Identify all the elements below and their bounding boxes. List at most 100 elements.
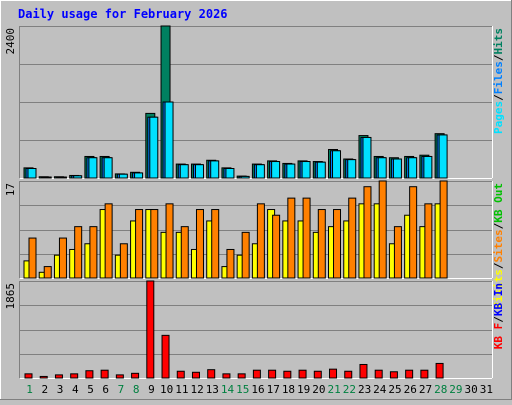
visits-max-label: 17 — [4, 183, 17, 196]
sites-bar — [333, 209, 342, 279]
kbytes-plot-area — [20, 281, 492, 378]
kbytes-bar — [24, 373, 33, 379]
hits-legend-entry: / — [492, 54, 505, 61]
kbytes-bar — [39, 375, 48, 379]
hits-legend: Pages/Files/Hits — [492, 28, 505, 134]
x-tick-label: 24 — [373, 383, 387, 396]
x-tick-label: 14 — [221, 383, 235, 396]
sites-bar — [439, 180, 448, 279]
pages-bar — [301, 161, 311, 179]
pages-bar — [103, 157, 113, 179]
sites-bar — [287, 197, 296, 279]
kbytes-bar — [283, 370, 292, 379]
kbytes-bar — [374, 369, 383, 379]
kbytes-bar — [54, 374, 63, 379]
x-tick-label: 3 — [57, 383, 64, 396]
sites-bar — [363, 186, 372, 279]
kbytes-bar — [70, 373, 79, 379]
sites-bar — [165, 203, 174, 279]
x-tick-label: 19 — [297, 383, 310, 396]
x-tick-label: 26 — [404, 383, 417, 396]
sites-bar — [241, 231, 250, 279]
pages-bar — [88, 157, 98, 179]
pages-bar — [134, 172, 144, 179]
hits-legend-entry: / — [492, 94, 505, 101]
kbytes-max-label: 1865 — [4, 283, 17, 310]
x-tick-label: 17 — [267, 383, 280, 396]
kbytes-legend: KB F/KB In — [492, 283, 505, 349]
visits-legend-entry: Visits — [492, 269, 505, 309]
kbytes-bar — [131, 372, 140, 379]
hits-legend-entry: Hits — [492, 28, 505, 55]
kbytes-bar — [329, 368, 338, 379]
x-tick-label: 16 — [251, 383, 264, 396]
kbytes-bar — [100, 369, 109, 379]
chart-title: Daily usage for February 2026 — [18, 7, 228, 21]
x-tick-label: 2 — [42, 383, 49, 396]
pages-bar — [271, 161, 281, 179]
pages-bar — [362, 136, 372, 179]
sites-bar — [272, 214, 281, 279]
sites-bar — [119, 243, 128, 279]
kbytes-bar — [85, 370, 94, 379]
pages-bar — [57, 176, 67, 179]
sites-bar — [43, 266, 52, 279]
x-tick-label: 4 — [72, 383, 79, 396]
kbytes-bar — [435, 362, 444, 379]
x-tick-label: 12 — [190, 383, 203, 396]
visits-legend-entry: KB Out — [492, 183, 505, 223]
kbytes-bar — [313, 370, 322, 379]
sites-bar — [89, 226, 98, 279]
pages-bar — [225, 168, 235, 179]
kbytes-bar — [237, 373, 246, 379]
x-tick-label: 10 — [160, 383, 173, 396]
x-tick-label: 21 — [328, 383, 341, 396]
pages-bar — [240, 175, 250, 179]
pages-bar — [392, 158, 402, 179]
kbytes-bar — [268, 369, 277, 379]
kbytes-bar — [420, 369, 429, 379]
pages-bar — [42, 176, 52, 179]
pages-bar — [347, 159, 357, 179]
x-tick-label: 29 — [449, 383, 462, 396]
hits-legend-entry: Files — [492, 61, 505, 94]
sites-bar — [256, 203, 265, 279]
pages-bar — [423, 155, 433, 179]
sites-bar — [348, 197, 357, 279]
sites-bar — [135, 209, 144, 279]
x-tick-label: 22 — [343, 383, 356, 396]
pages-bar — [316, 161, 326, 179]
x-tick-label: 7 — [118, 383, 125, 396]
visits-legend: Visits/Sites/KB Out — [492, 183, 505, 309]
x-tick-label: 6 — [102, 383, 109, 396]
kbytes-bar — [176, 370, 185, 379]
kbytes-bar — [389, 371, 398, 379]
kbytes-bar — [359, 363, 368, 379]
x-tick-label: 11 — [175, 383, 188, 396]
pages-bar — [164, 101, 174, 179]
sites-bar — [28, 237, 37, 279]
pages-bar — [179, 164, 189, 179]
sites-bar — [211, 209, 220, 279]
x-tick-label: 27 — [419, 383, 432, 396]
kbytes-bar — [222, 373, 231, 379]
x-tick-label: 5 — [87, 383, 94, 396]
visits-legend-entry: / — [492, 262, 505, 269]
pages-bar — [332, 150, 342, 179]
pages-bar — [27, 168, 37, 179]
x-tick-label: 13 — [206, 383, 219, 396]
pages-bar — [255, 164, 265, 179]
x-tick-label: 8 — [133, 383, 140, 396]
sites-bar — [317, 209, 326, 279]
kbytes-bar — [298, 369, 307, 379]
x-tick-label: 31 — [480, 383, 493, 396]
kbytes-legend-entry: KB In — [492, 283, 505, 316]
hits-max-label: 2400 — [4, 28, 17, 55]
kbytes-bar — [115, 374, 124, 379]
pages-bar — [118, 173, 128, 179]
pages-bar — [408, 157, 418, 179]
sites-bar — [180, 226, 189, 279]
sites-bar — [104, 203, 113, 279]
